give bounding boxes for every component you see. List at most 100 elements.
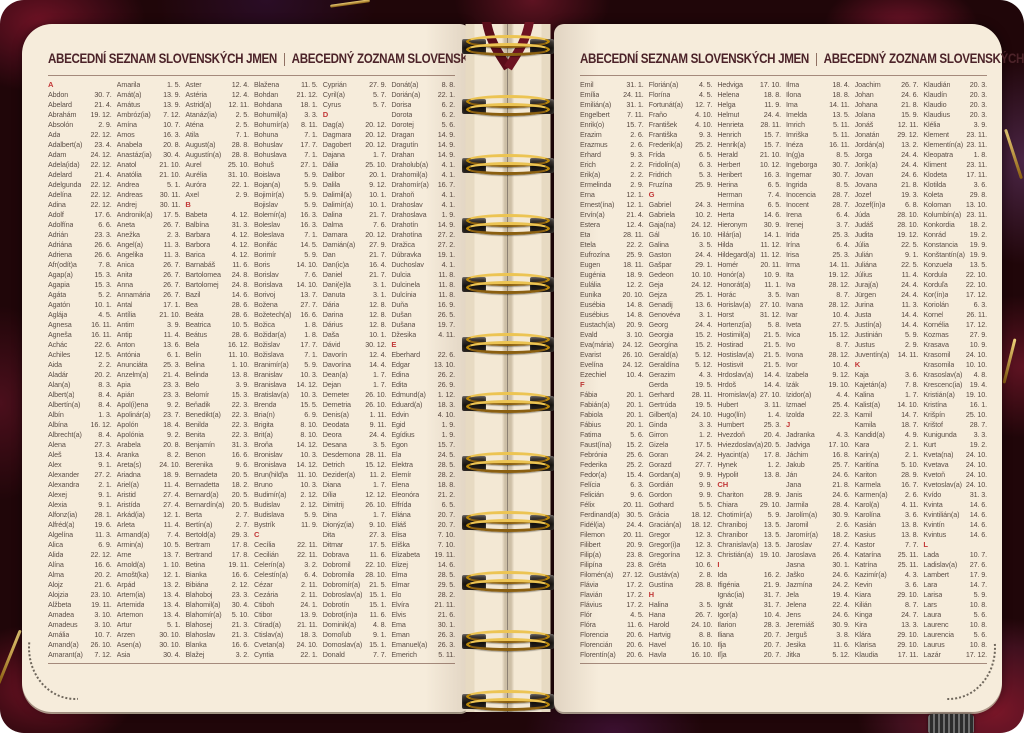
name-row: Ermelinda 2. 9. — [580, 180, 644, 189]
name-row: Gregor(i)a 12. 3. — [648, 540, 713, 549]
name-row: Irisa 25. 3. — [786, 250, 850, 259]
letter-header-row: F — [580, 380, 585, 389]
name-row: Arne 13. 7. — [116, 550, 181, 559]
name-row: Eunika 20. 10. — [580, 290, 644, 299]
name-row: Agatón 10. 1. — [48, 300, 112, 309]
name-row: Edgar 13. 10. — [391, 360, 456, 369]
name-row: Dejan 1. 7. — [322, 380, 387, 389]
name-row: Andrej 30. 11. — [116, 200, 181, 209]
name-row: Beatrica 10. 5. — [185, 320, 250, 329]
name-row: Ariadna 18. 9. — [116, 470, 181, 479]
name-row: Jovana 21. 8. — [854, 180, 919, 189]
name-row: Lada 10. 7. — [923, 550, 988, 559]
name-row: Betina 19. 11. — [185, 560, 250, 569]
ring-wire — [466, 221, 550, 235]
name-row: Celerín(a) 3. 2. — [254, 560, 318, 569]
binding-ring — [456, 273, 560, 294]
name-row: Budislava 5. 9. — [254, 510, 318, 519]
name-row: Edvin 4. 10. — [391, 410, 456, 419]
name-row: Eufrozína 25. 9. — [580, 250, 644, 259]
name-row: Henrieta 28. 11. — [717, 120, 782, 129]
name-row: Halina 3. 5. — [648, 600, 713, 609]
name-row: Fridolín(a) 6. 3. — [648, 160, 713, 169]
name-row: Ivona 28. 12. — [786, 350, 850, 359]
name-row: Antónia 6. 1. — [116, 350, 181, 359]
name-row: Borislava 14. 10. — [254, 280, 318, 289]
name-row: Adam 24. 12. — [48, 150, 112, 159]
name-row: Hana 26. 7. — [648, 610, 713, 619]
name-row: Eugen 18. 11. — [580, 260, 644, 269]
name-row: Krasomila 10. 10. — [923, 360, 988, 369]
name-row: August(a) 28. 8. — [185, 140, 250, 149]
name-row: Arkád(ia) 12. 1. — [116, 510, 181, 519]
name-row: Erik(a) 2. 2. — [580, 170, 644, 179]
name-row: Angelika 11. 3. — [116, 250, 181, 259]
name-row: Jaroslava 26. 4. — [786, 550, 850, 559]
name-row: Deora 24. 4. — [322, 430, 387, 439]
name-row: Dulcínia 11. 8. — [391, 290, 456, 299]
cover-gold-accent — [329, 0, 371, 8]
name-row: Broňa 14. 12. — [254, 440, 318, 449]
right-page: ABECEDNÍ SEZNAM SLOVENSKÝCH JMEN | ABECEDN… — [554, 24, 1024, 712]
name-row: Belín 11. 10. — [185, 350, 250, 359]
name-row: Gracián(a) 18. 12. — [648, 520, 713, 529]
name-row: Gaston 24. 4. — [648, 250, 713, 259]
ring-wire — [466, 697, 550, 711]
name-row: Hostimil(a) 21. 5. — [717, 330, 782, 339]
name-row: Fatima 5. 6. — [580, 430, 644, 439]
name-row: Eta 28. 11. — [580, 230, 644, 239]
name-row: Lars 10. 8. — [923, 600, 988, 609]
name-row: Jesika 11. 6. — [786, 640, 850, 649]
name-row: Kliment 23. 11. — [923, 160, 988, 169]
name-row: Denis(a) 1. 11. — [322, 410, 387, 419]
name-row: Alojzia 23. 10. — [48, 590, 112, 599]
name-row: Daniel 21. 7. — [322, 270, 387, 279]
name-row: Gorazd 27. 7. — [648, 460, 713, 469]
name-row: Chariton 28. 9. — [717, 490, 782, 499]
name-row: Imelda 13. 5. — [786, 110, 850, 119]
name-row: Anna 26. 7. — [116, 280, 181, 289]
name-row: Kira 13. 3. — [854, 620, 919, 629]
name-row: Afr(odít)a 7. 8. — [48, 260, 112, 269]
name-row: Engelbert 7. 11. — [580, 110, 644, 119]
name-row: Florencián 20. 6. — [580, 640, 644, 649]
name-row: Florencia 20. 6. — [580, 630, 644, 639]
name-row: Bertram 17. 8. — [185, 540, 250, 549]
name-row: Hubert 3. 11. — [717, 400, 782, 409]
name-row: Astéria 12. 4. — [185, 90, 250, 99]
name-row: Dulcinela 11. 8. — [391, 280, 456, 289]
name-row: Herta 14. 6. — [717, 210, 782, 219]
name-row: Chranislav(a) 13. 5. — [717, 540, 782, 549]
name-row: Gaja(na) 24. 12. — [648, 220, 713, 229]
name-row: Karol(a) 4. 11. — [854, 500, 919, 509]
name-row: Demetria 26. 10. — [322, 400, 387, 409]
name-row: Achiles 12. 5. — [48, 350, 112, 359]
name-row: Gabriela 10. 2. — [648, 210, 713, 219]
name-row: Dani(e)la 3. 1. — [322, 280, 387, 289]
name-row: Džesika 4. 11. — [391, 330, 456, 339]
name-row: Kurt 19. 2. — [923, 440, 988, 449]
name-row: Hostisvit 21. 5. — [717, 360, 782, 369]
name-row: Florentín(a) 20. 6. — [580, 650, 644, 659]
name-row: Klodeta 17. 11. — [923, 170, 988, 179]
name-row: Adela(ida) 22. 12. — [48, 160, 112, 169]
name-row: Adelgunda 22. 12. — [48, 180, 112, 189]
name-row: Gordan(a) 9. 9. — [648, 470, 713, 479]
name-row: Bohdana 18. 1. — [254, 100, 318, 109]
name-row: Jadviga 17. 10. — [786, 440, 850, 449]
name-row: Klaudián 20. 3. — [923, 80, 988, 89]
name-row: Igor(a) 10. 4. — [717, 610, 782, 619]
name-row: Gustína 28. 8. — [648, 580, 713, 589]
name-row: Alica 6. 9. — [48, 540, 112, 549]
name-row: Justa 14. 4. — [854, 310, 919, 319]
name-row: Aranka 8. 2. — [116, 450, 181, 459]
name-row: Ctiboh 24. 1. — [254, 600, 318, 609]
name-row: Katarína 25. 11. — [854, 550, 919, 559]
name-row: Kornélia 17. 12. — [923, 320, 988, 329]
name-row: Dalina 21. 7. — [322, 210, 387, 219]
name-row: Kvetoň 24. 10. — [923, 470, 988, 479]
name-row: Dúbravka 19. 1. — [391, 250, 456, 259]
name-row: Dorotej 5. 6. — [391, 120, 456, 129]
name-row: Enrik(o) 15. 7. — [580, 120, 644, 129]
name-row: Ada 22. 12. — [48, 130, 112, 139]
